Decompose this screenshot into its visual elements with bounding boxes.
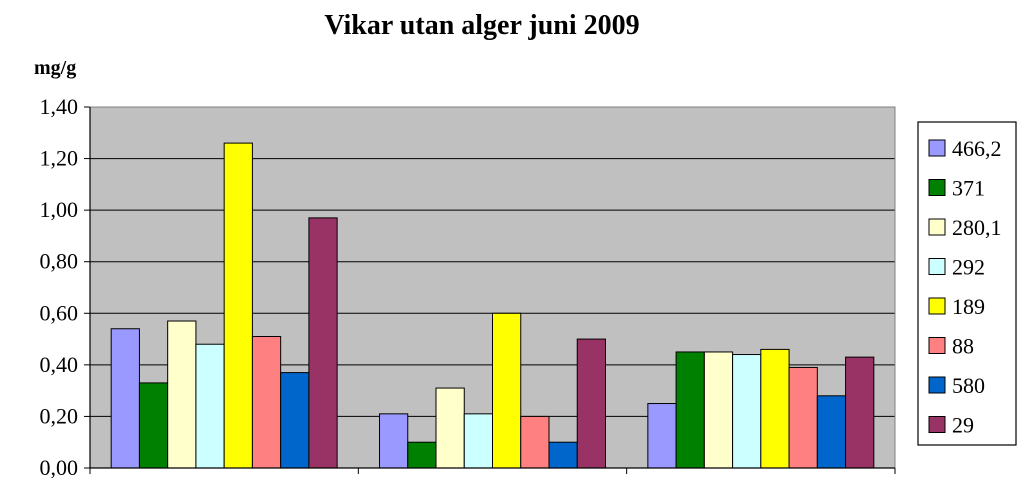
legend-label: 189 [952,294,985,319]
bar-371 [407,441,437,469]
y-tick-label: 0,20 [40,403,79,428]
legend-label: 280,1 [952,215,1002,240]
y-tick-label: 0,60 [40,300,79,325]
bar-466-2 [110,328,140,469]
y-tick-labels: 0,00 0,20 0,40 0,60 0,80 1,00 1,20 1,40 [40,94,79,480]
y-tick-label: 0,80 [40,249,79,274]
legend-swatch [928,179,946,196]
bar-292 [732,354,762,469]
bar-371 [138,382,169,469]
bar-88 [520,415,550,469]
bar-280-1 [435,387,465,469]
legend-swatch [928,337,946,354]
bar-88 [251,335,282,469]
legend-label: 29 [952,413,974,438]
legend-swatch [928,416,946,433]
y-axis-label: mg/g [34,57,76,79]
legend-label: 371 [952,176,985,201]
legend: 466,2 371 280,1 292 189 88 580 29 [917,121,1017,446]
bar-29 [308,217,338,469]
legend-label: 580 [952,373,985,398]
legend-swatch [928,297,946,315]
y-tick-label: 1,00 [40,197,79,222]
legend-label: 466,2 [952,136,1002,161]
bar-580 [816,395,847,469]
bar-371 [675,351,705,469]
y-tick-label: 0,40 [40,352,79,377]
y-tick-label: 1,20 [40,146,79,171]
bar-466-2 [647,403,677,469]
bar-292 [195,343,225,469]
legend-label: 88 [952,334,974,359]
legend-swatch [928,258,946,275]
bar-580 [280,372,310,469]
bar-189 [223,142,253,469]
bar-292 [463,413,494,469]
bar-189 [492,312,522,469]
legend-swatch [928,218,946,236]
chart-title: Vikar utan alger juni 2009 [324,10,639,41]
bar-466-2 [379,413,409,469]
y-tick-label: 0,00 [40,455,79,480]
bar-189 [760,348,790,469]
bar-280-1 [167,320,197,469]
bar-88 [788,366,818,469]
legend-swatch [928,139,946,157]
bar-280-1 [703,351,734,469]
y-tick-label: 1,40 [40,94,79,119]
bar-29 [845,356,875,469]
bar-29 [576,338,606,469]
bar-580 [548,441,578,469]
legend-label: 292 [952,255,985,280]
legend-swatch [928,376,946,394]
axes [84,106,896,474]
